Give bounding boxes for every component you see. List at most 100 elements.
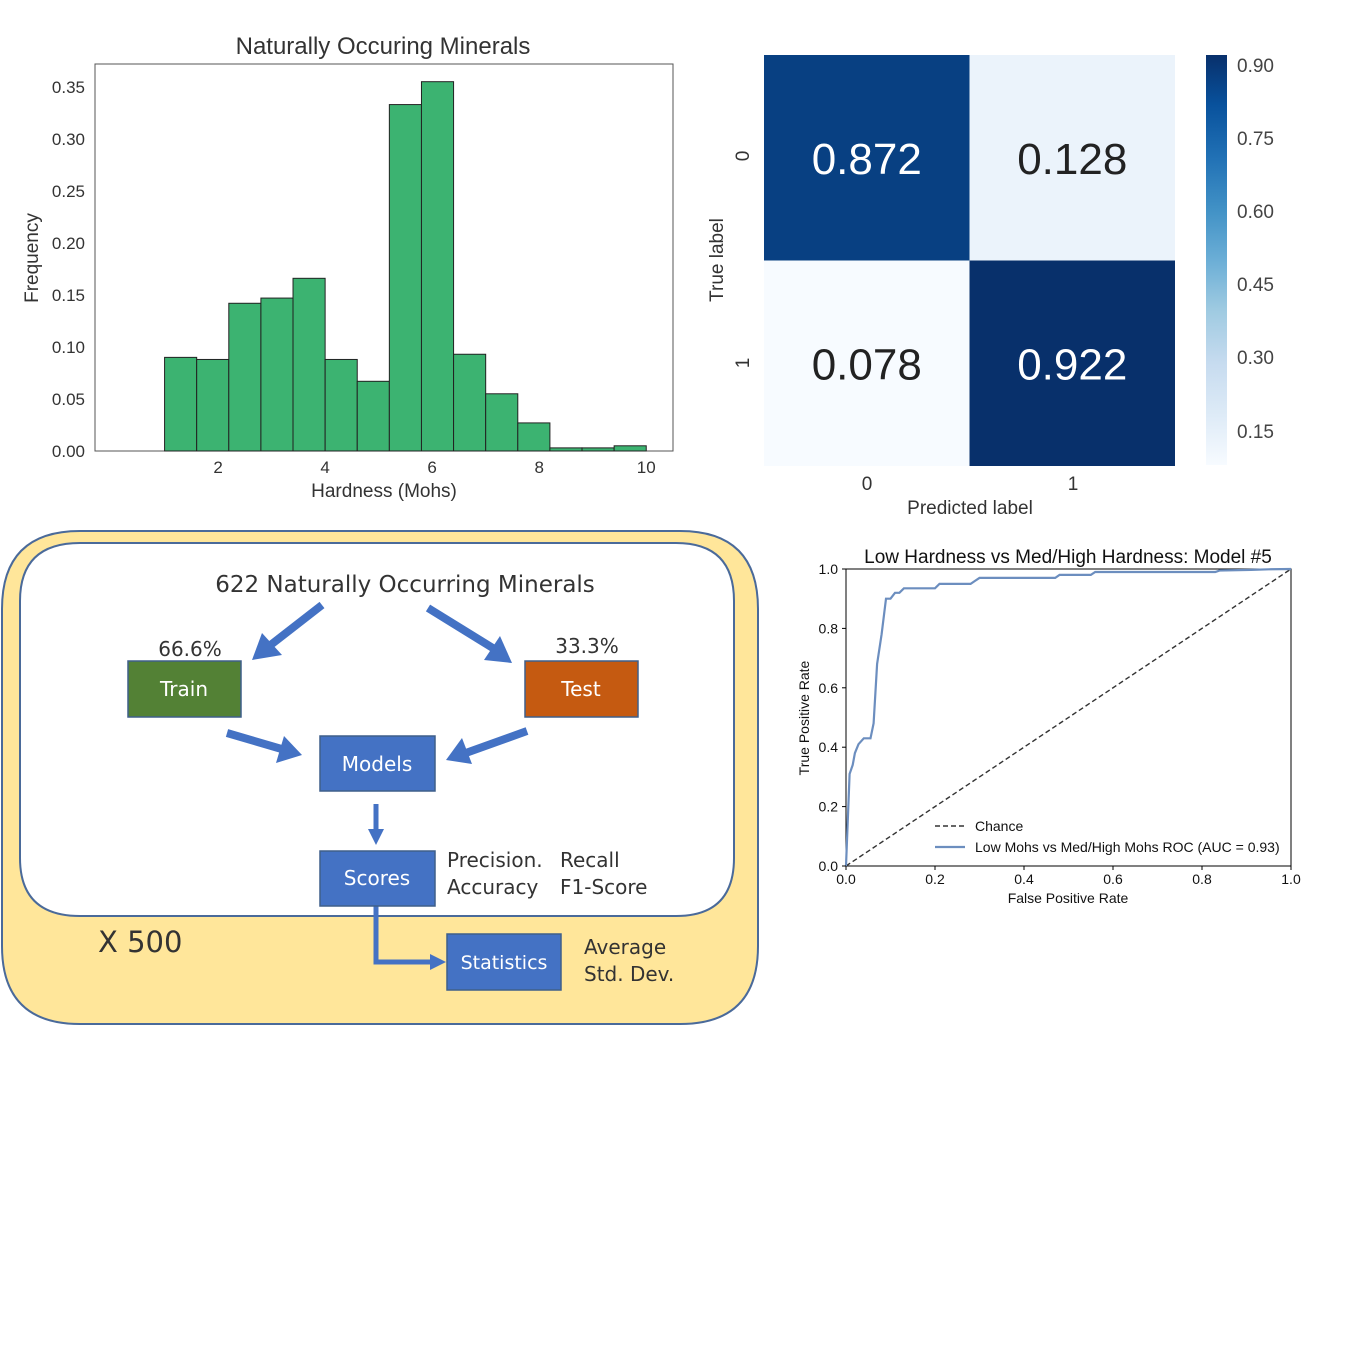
scores-label: Scores (344, 866, 410, 890)
cm-cell (764, 55, 970, 261)
roc-y-tick-label: 1.0 (819, 561, 839, 577)
roc-y-axis-label: True Positive Rate (796, 660, 812, 775)
histogram-y-tick-label: 0.20 (52, 234, 85, 253)
stat-std-dev: Std. Dev. (584, 962, 674, 986)
histogram-x-tick-label: 2 (213, 458, 222, 477)
colorbar-ticks: 0.90 0.75 0.60 0.45 0.30 0.15 (1237, 56, 1274, 443)
roc-chance-line (845, 568, 1292, 867)
histogram-bar (324, 358, 358, 452)
cm-cell-value: 0.872 (812, 135, 922, 184)
histogram-bar (260, 297, 294, 452)
histogram-bar (485, 393, 519, 452)
statistics-box (446, 933, 562, 991)
legend-label-chance: Chance (975, 818, 1023, 834)
roc-y-tick-label: 0.8 (819, 620, 839, 636)
colorbar-tick: 0.75 (1237, 129, 1274, 150)
histogram-y-tick-label: 0.10 (52, 338, 85, 357)
histogram-x-ticks: 2 4 6 8 10 (213, 458, 655, 477)
dataset-title: 622 Naturally Occurring Minerals (215, 572, 595, 598)
cm-cell (969, 55, 1175, 261)
histogram-y-tick-label: 0.05 (52, 390, 85, 409)
roc-y-tick-label: 0.0 (819, 858, 839, 874)
cm-x-axis-label: Predicted label (907, 498, 1033, 519)
stat-average: Average (584, 935, 666, 959)
cm-y-tick-0: 0 (733, 151, 754, 162)
models-label: Models (342, 752, 412, 776)
histogram-x-tick-label: 6 (427, 458, 436, 477)
roc-y-tick-label: 0.4 (819, 739, 839, 755)
roc-x-ticks: 0.0 0.2 0.4 0.6 0.8 1.0 (836, 866, 1301, 887)
histogram-bar (549, 447, 583, 452)
colorbar-tick: 0.45 (1237, 275, 1274, 296)
cm-cell-value: 0.128 (1017, 135, 1127, 184)
roc-title: Low Hardness vs Med/High Hardness: Model… (864, 547, 1272, 568)
metric-accuracy: Accuracy (447, 875, 538, 899)
workflow-diagram: 622 Naturally Occurring Minerals 66.6% 3… (1, 530, 759, 1025)
test-percentage: 33.3% (555, 634, 619, 658)
cm-y-tick-1: 1 (733, 358, 754, 369)
roc-x-tick-label: 1.0 (1281, 871, 1301, 887)
histogram-bar (420, 81, 455, 452)
metric-f1-score: F1-Score (560, 875, 647, 899)
histogram-bar (613, 445, 647, 452)
test-box (524, 660, 639, 718)
histogram-bar (196, 358, 230, 452)
roc-curve-chart: Low Hardness vs Med/High Hardness: Model… (796, 547, 1301, 906)
cm-cell-value: 0.078 (812, 340, 922, 389)
statistics-label: Statistics (461, 952, 548, 974)
histogram-x-tick-label: 8 (534, 458, 543, 477)
histogram-y-tick-label: 0.25 (52, 182, 85, 201)
scores-box (319, 850, 436, 907)
roc-legend: Chance Low Mohs vs Med/High Mohs ROC (AU… (935, 818, 1280, 855)
histogram-x-tick-label: 10 (637, 458, 656, 477)
confusion-matrix-cells: 0.872 0.128 0.078 0.922 (764, 55, 1175, 466)
histogram-title: Naturally Occuring Minerals (236, 33, 531, 60)
flow-arrows (225, 601, 529, 970)
confusion-matrix: 0.872 0.128 0.078 0.922 0 1 0 1 Predicted l… (707, 55, 1274, 519)
metric-precision: Precision. (447, 848, 543, 872)
train-percentage: 66.6% (158, 637, 222, 661)
histogram-bar (356, 380, 390, 452)
cm-cell-value: 0.922 (1017, 340, 1127, 389)
roc-y-ticks: 0.0 0.2 0.4 0.6 0.8 1.0 (819, 561, 846, 874)
histogram-bar (164, 356, 198, 452)
colorbar-tick: 0.15 (1237, 422, 1274, 443)
histogram-bars (164, 81, 647, 452)
colorbar-tick: 0.30 (1237, 348, 1274, 369)
cm-cell (969, 260, 1175, 466)
roc-x-tick-label: 0.8 (1192, 871, 1212, 887)
histogram-y-ticks: 0.00 0.05 0.10 0.15 0.20 0.25 0.30 0.35 (52, 78, 85, 461)
legend-label-roc: Low Mohs vs Med/High Mohs ROC (AUC = 0.9… (975, 839, 1280, 855)
test-label: Test (560, 677, 601, 701)
histogram-y-tick-label: 0.00 (52, 442, 85, 461)
cm-x-tick-0: 0 (862, 474, 873, 495)
roc-y-tick-label: 0.2 (819, 799, 839, 815)
histogram-bar (517, 422, 551, 452)
roc-model-curve (844, 567, 1292, 867)
histogram-bar (228, 302, 262, 452)
colorbar-tick: 0.60 (1237, 202, 1274, 223)
histogram-x-tick-label: 4 (320, 458, 329, 477)
roc-lines (844, 567, 1292, 867)
histogram-bar (581, 447, 615, 452)
histogram-y-tick-label: 0.15 (52, 286, 85, 305)
histogram-y-axis-label: Frequency (22, 213, 43, 303)
repeat-count: X 500 (98, 925, 182, 959)
colorbar (1206, 55, 1227, 465)
colorbar-tick: 0.90 (1237, 56, 1274, 77)
roc-x-tick-label: 0.2 (925, 871, 945, 887)
train-box (127, 660, 242, 718)
roc-x-tick-label: 0.0 (836, 871, 856, 887)
metric-recall: Recall (560, 848, 620, 872)
roc-x-axis-label: False Positive Rate (1008, 890, 1129, 906)
cm-x-tick-1: 1 (1068, 474, 1079, 495)
histogram-y-tick-label: 0.35 (52, 78, 85, 97)
train-label: Train (159, 677, 208, 701)
inner-container (19, 542, 735, 917)
cm-cell (764, 260, 970, 466)
histogram-bar (388, 104, 422, 452)
hardness-histogram: Naturally Occuring Minerals 2 4 6 8 10 0.00 0… (22, 33, 674, 502)
roc-y-tick-label: 0.6 (819, 680, 839, 696)
roc-x-tick-label: 0.6 (1103, 871, 1123, 887)
